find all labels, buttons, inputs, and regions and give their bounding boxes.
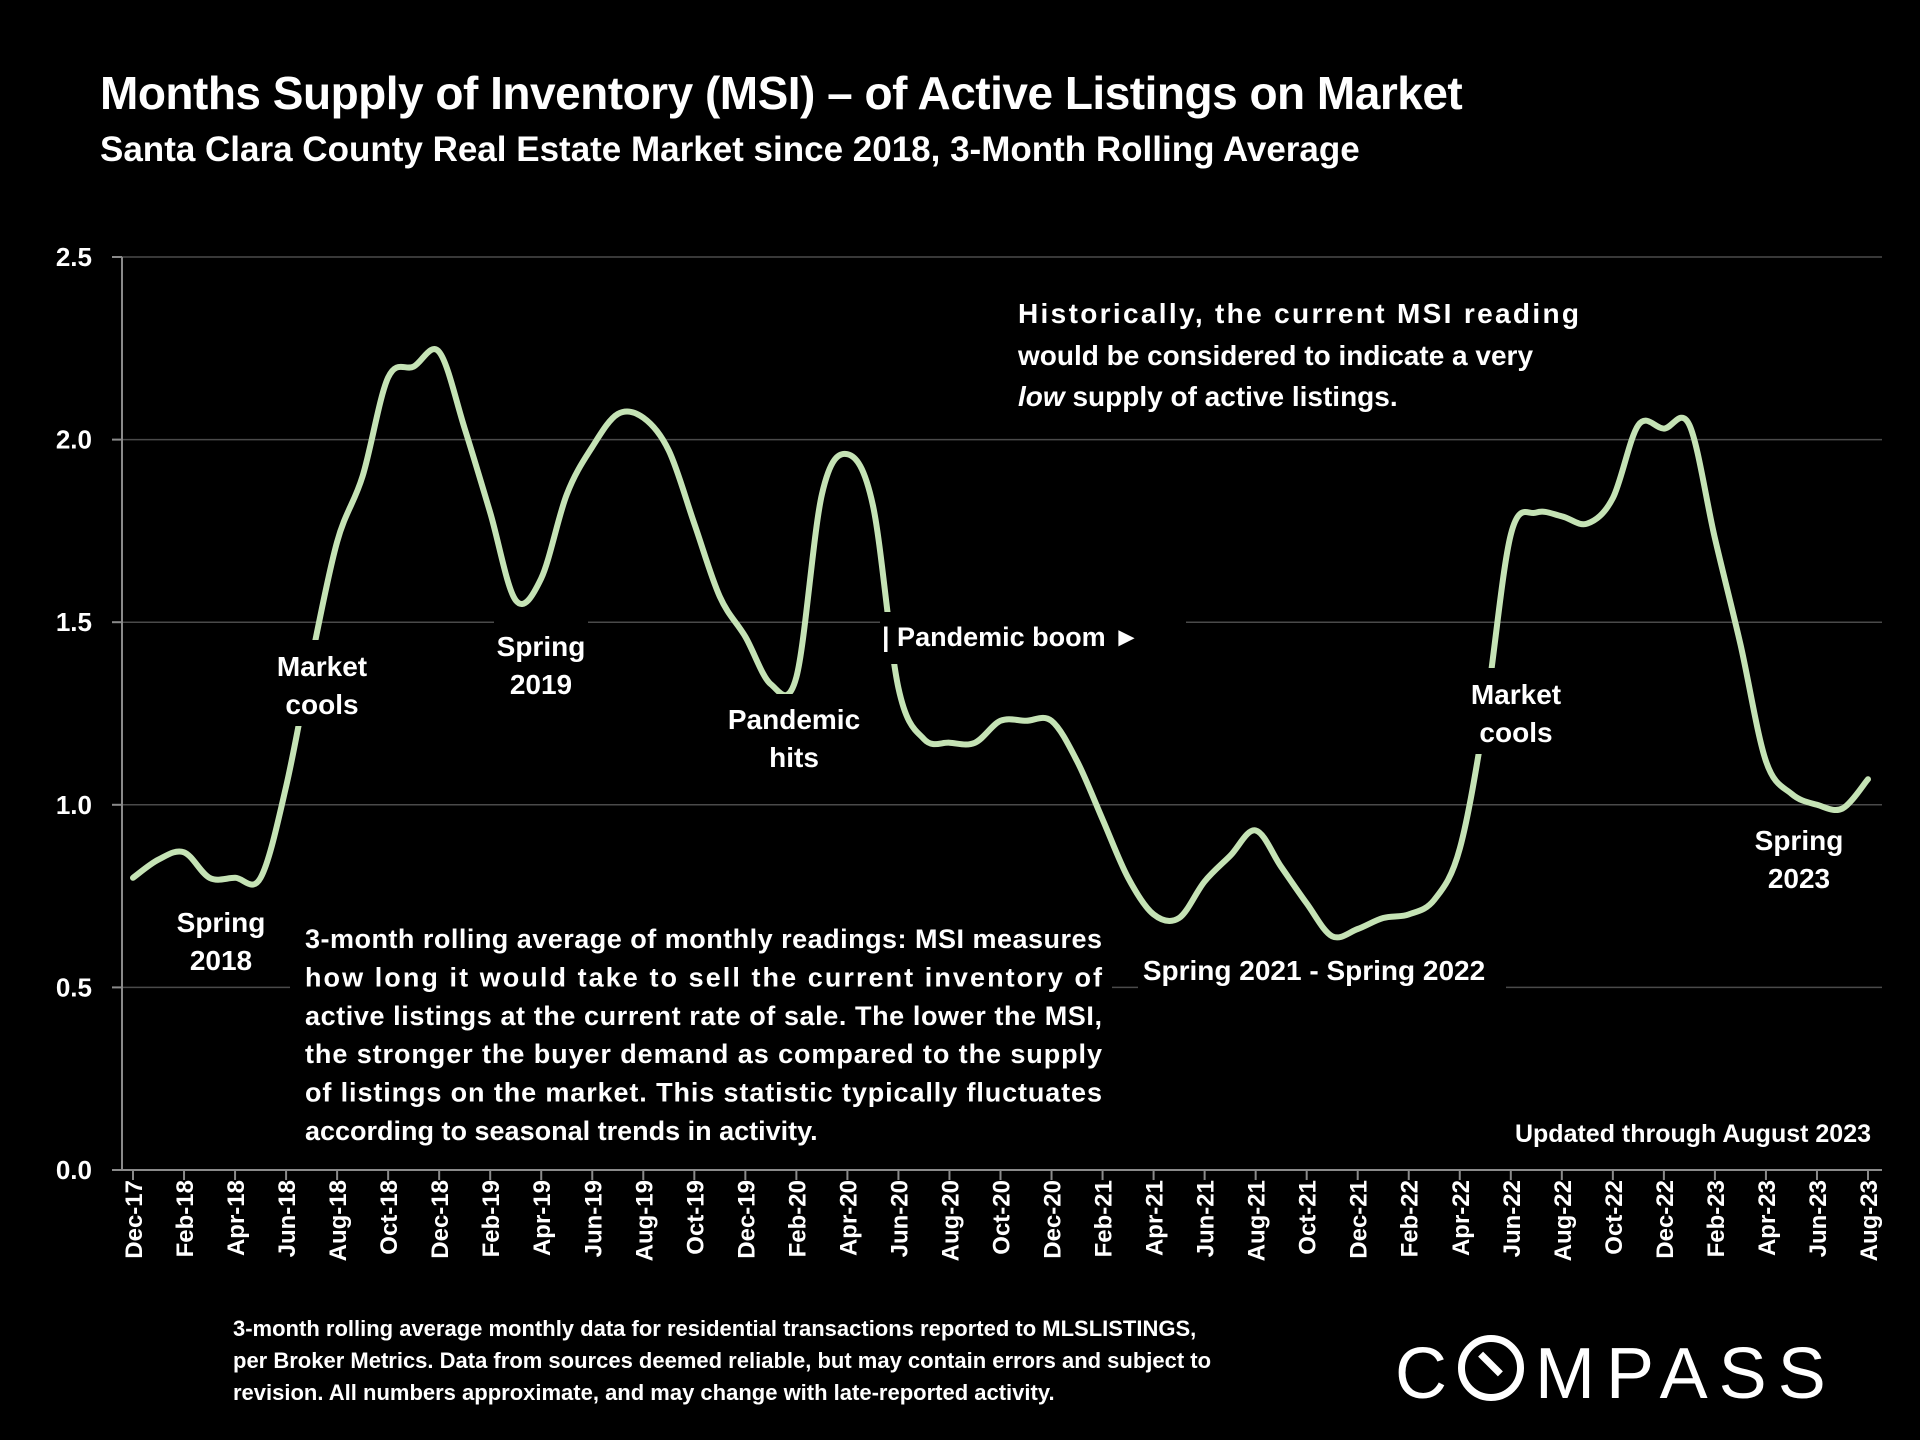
- x-tick-label: Dec-19: [733, 1180, 760, 1259]
- x-tick-label: Apr-23: [1754, 1180, 1781, 1256]
- x-tick-label: Oct-20: [989, 1180, 1016, 1255]
- annotation-market-cools-2018-bg: [270, 640, 374, 726]
- y-tick-label: 0.0: [56, 1155, 92, 1185]
- msi-series-line: [130, 346, 1871, 941]
- emphasis-low: low: [1018, 381, 1067, 412]
- logo-letter: C: [1395, 1334, 1458, 1414]
- x-tick-label: Apr-19: [529, 1180, 556, 1256]
- x-tick-label: Apr-22: [1448, 1180, 1475, 1256]
- chart-title: Months Supply of Inventory (MSI) – of Ac…: [100, 67, 1463, 119]
- x-tick-label: Aug-18: [325, 1180, 352, 1261]
- footnote-line: per Broker Metrics. Data from sources de…: [233, 1348, 1212, 1373]
- annotation-spring-2019: Spring: [497, 631, 586, 662]
- compass-logo: C MPASS: [1395, 1333, 1837, 1415]
- x-tick-label: Jun-18: [274, 1180, 301, 1257]
- x-tick-label: Feb-19: [478, 1180, 505, 1257]
- annotation-market-cools-2022: Market: [1471, 679, 1561, 710]
- x-tick-label: Jun-23: [1805, 1180, 1832, 1257]
- annotation-market-cools-2022: cools: [1479, 717, 1552, 748]
- historically-note-bg: [1010, 288, 1584, 418]
- x-tick-label: Jun-22: [1499, 1180, 1526, 1257]
- x-tick-label: Aug-19: [631, 1180, 658, 1261]
- annotation-pandemic-hits-bg: [722, 694, 866, 774]
- explanation-line: according to seasonal trends in activity…: [305, 1116, 818, 1146]
- x-tick-label: Feb-22: [1397, 1180, 1424, 1257]
- historically-note-line: would be considered to indicate a very: [1017, 340, 1533, 371]
- explanation-line: the stronger the buyer demand as compare…: [305, 1039, 1102, 1069]
- x-tick-label: Oct-22: [1601, 1180, 1628, 1255]
- explanation-line: of listings on the market. This statisti…: [305, 1078, 1102, 1108]
- annotation-spring-2018-bg: [172, 896, 272, 981]
- logo-o-icon: [1458, 1335, 1524, 1401]
- y-tick-label: 1.0: [56, 790, 92, 820]
- footnote-line: 3-month rolling average monthly data for…: [233, 1316, 1197, 1341]
- x-tick-label: Feb-18: [172, 1180, 199, 1257]
- updated-note: Updated through August 2023: [1515, 1120, 1871, 1148]
- x-tick-label: Dec-17: [121, 1180, 148, 1259]
- x-tick-label: Oct-19: [682, 1180, 709, 1255]
- x-tick-label: Feb-20: [784, 1180, 811, 1257]
- historically-note-line: low supply of active listings.: [1018, 381, 1398, 412]
- x-tick-label: Feb-23: [1703, 1180, 1730, 1257]
- x-tick-label: Jun-20: [886, 1180, 913, 1257]
- annotation-spring-2018: Spring: [177, 907, 266, 938]
- x-tick-label: Feb-21: [1091, 1180, 1118, 1257]
- x-tick-label: Apr-21: [1142, 1180, 1169, 1256]
- annotation-spring-2018: 2018: [190, 945, 252, 976]
- logo-letters: MPASS: [1535, 1334, 1837, 1414]
- annotation-pandemic-hits: Pandemic: [728, 704, 860, 735]
- annotation-spring-2021-2022-bg: [1138, 946, 1506, 994]
- annotation-spring-2023: Spring: [1755, 825, 1844, 856]
- x-tick-label: Jun-21: [1193, 1180, 1220, 1257]
- historically-note-line: Historically, the current MSI reading: [1018, 298, 1579, 329]
- x-tick-label: Aug-22: [1550, 1180, 1577, 1261]
- y-tick-label: 0.5: [56, 972, 92, 1002]
- x-tick-label: Oct-21: [1295, 1180, 1322, 1255]
- explanation-line: active listings at the current rate of s…: [305, 1001, 1102, 1031]
- explanation-line: 3-month rolling average of monthly readi…: [305, 924, 1102, 954]
- x-tick-label: Dec-21: [1346, 1180, 1373, 1259]
- x-tick-label: Apr-20: [835, 1180, 862, 1256]
- annotation-market-cools-2018: Market: [277, 651, 367, 682]
- x-tick-label: Oct-18: [376, 1180, 403, 1255]
- y-tick-label: 1.5: [56, 607, 92, 637]
- x-tick-label: Dec-18: [427, 1180, 454, 1259]
- annotation-spring-2019-bg: [494, 620, 588, 700]
- x-tick-label: Aug-21: [1244, 1180, 1271, 1261]
- annotation-spring-2023: 2023: [1768, 863, 1830, 894]
- annotation-pandemic-hits: hits: [769, 742, 819, 773]
- x-tick-label: Jun-19: [580, 1180, 607, 1257]
- x-tick-label: Aug-20: [937, 1180, 964, 1261]
- annotation-pandemic-boom: | Pandemic boom ►: [882, 622, 1140, 652]
- x-tick-label: Aug-23: [1856, 1180, 1883, 1261]
- explanation-bg: [290, 912, 1112, 1152]
- x-tick-label: Dec-22: [1652, 1180, 1679, 1259]
- y-tick-label: 2.0: [56, 425, 92, 455]
- annotation-spring-2019: 2019: [510, 669, 572, 700]
- annotation-spring-2023-bg: [1750, 816, 1848, 896]
- annotation-market-cools-2018: cools: [285, 689, 358, 720]
- source-footnote: 3-month rolling average monthly data for…: [233, 1313, 1293, 1409]
- x-tick-label: Apr-18: [223, 1180, 250, 1256]
- annotation-spring-2021-2022: Spring 2021 - Spring 2022: [1143, 955, 1485, 986]
- annotation-market-cools-2022-bg: [1460, 668, 1572, 754]
- x-tick-label: Dec-20: [1040, 1180, 1067, 1259]
- annotation-pandemic-boom-bg: [880, 612, 1186, 664]
- chart-subtitle: Santa Clara County Real Estate Market si…: [100, 130, 1360, 169]
- footnote-line: revision. All numbers approximate, and m…: [233, 1380, 1055, 1405]
- y-tick-label: 2.5: [56, 242, 92, 272]
- note-rest: supply of active listings.: [1065, 381, 1398, 412]
